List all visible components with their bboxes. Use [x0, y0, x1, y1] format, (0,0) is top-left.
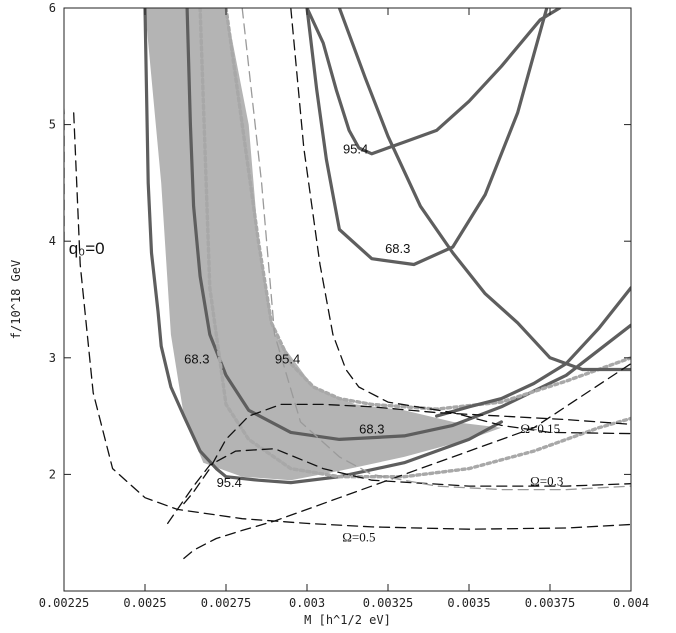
annotation-label: 68.3	[385, 241, 410, 256]
annotation-label: 95.4	[343, 142, 368, 157]
x-tick-label: 0.0035	[447, 596, 490, 610]
x-tick-label: 0.004	[613, 596, 649, 610]
confidence-region-shade	[145, 8, 502, 481]
annotation-label: Ω=0.5	[342, 530, 375, 545]
series-line-8	[435, 286, 631, 418]
annotation-label: q₀=0	[69, 239, 105, 258]
plot-frame	[63, 7, 632, 592]
series-line-4	[198, 8, 631, 479]
x-tick-label: 0.00225	[39, 596, 90, 610]
series-line-5	[337, 8, 631, 372]
series-line-10	[183, 403, 631, 505]
y-tick-label: 4	[49, 234, 56, 248]
series-line-15	[241, 8, 631, 491]
x-tick-label: 0.00275	[201, 596, 252, 610]
series-line-1	[143, 8, 503, 485]
series-line-7	[305, 8, 549, 267]
x-axis-label: M [h^1/2 eV]	[304, 613, 391, 627]
y-tick-label: 2	[49, 467, 56, 481]
y-tick-label: 3	[49, 351, 56, 365]
labels-layer: 95.4 68.3 68.3 95.4 68.3 95.4 Ω=0.15 Ω=0.3 Ω=0.5…	[69, 142, 564, 545]
annotation-label: 68.3	[184, 352, 209, 367]
series-line-11	[167, 448, 631, 525]
y-tick-label: 6	[49, 1, 56, 15]
plot-area	[64, 8, 631, 560]
series-line-14	[183, 362, 631, 560]
x-tick-label: 0.00375	[525, 596, 576, 610]
annotation-label: Ω=0.15	[520, 421, 560, 436]
series-line-6	[305, 8, 562, 156]
x-tick-label: 0.003	[289, 596, 325, 610]
annotation-label: 68.3	[359, 422, 384, 437]
y-tick-label: 5	[49, 118, 56, 132]
series-line-3	[224, 8, 631, 411]
x-tick-label: 0.00325	[363, 596, 414, 610]
ticks-layer: 0.00225 0.0025 0.00275 0.003 0.00325 0.0035 0.…	[39, 1, 649, 610]
series-line-12	[73, 112, 631, 530]
annotation-label: Ω=0.3	[530, 474, 563, 489]
annotation-label: 95.4	[217, 475, 242, 490]
plot-layer	[64, 8, 631, 560]
y-axis-label: f/10^18 GeV	[9, 260, 23, 339]
annotation-label: 95.4	[275, 352, 300, 367]
series-line-2	[185, 8, 631, 441]
series-line-9	[290, 8, 631, 435]
x-tick-label: 0.0025	[123, 596, 166, 610]
